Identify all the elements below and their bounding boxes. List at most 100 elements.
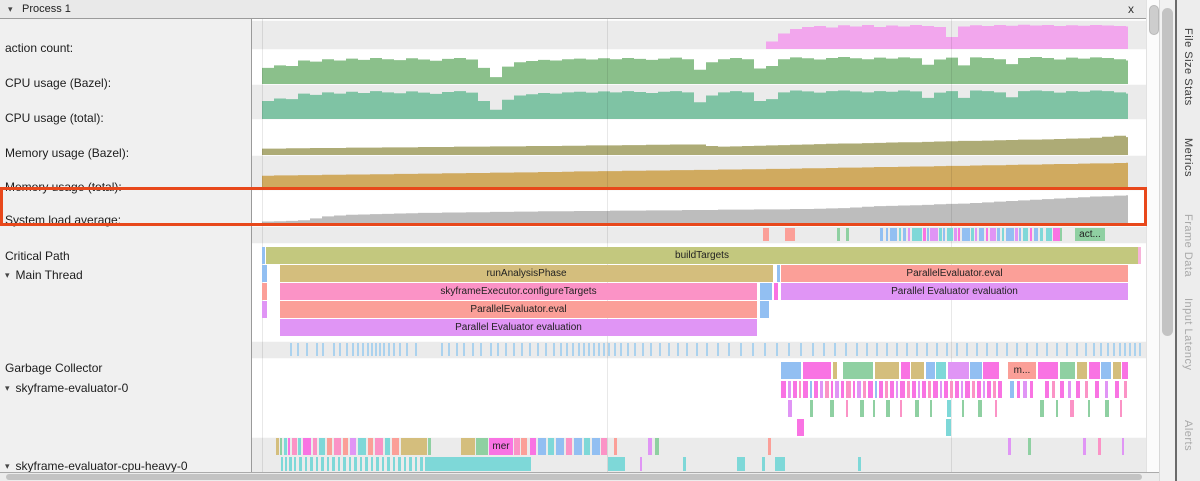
slice[interactable] <box>760 301 769 318</box>
slice[interactable] <box>873 400 875 417</box>
slice[interactable] <box>1060 362 1075 379</box>
slice[interactable] <box>799 381 801 398</box>
track-label-cpu-usage-bazel[interactable]: CPU usage (Bazel): <box>5 76 111 90</box>
slice[interactable] <box>375 438 383 455</box>
gc-event-tick[interactable] <box>472 343 474 356</box>
slice[interactable] <box>835 381 839 398</box>
slice[interactable] <box>901 362 910 379</box>
gc-event-tick[interactable] <box>357 343 359 356</box>
gc-event-tick[interactable] <box>627 343 629 356</box>
slice[interactable] <box>592 438 600 455</box>
slice[interactable] <box>875 362 899 379</box>
slice[interactable] <box>409 457 412 471</box>
close-icon[interactable]: x <box>1128 2 1134 16</box>
slice[interactable] <box>521 438 527 455</box>
slice[interactable] <box>774 283 778 300</box>
gc-event-tick[interactable] <box>1119 343 1121 356</box>
slice[interactable] <box>1040 228 1043 241</box>
slice[interactable] <box>825 381 829 398</box>
gc-event-tick[interactable] <box>1093 343 1095 356</box>
slice[interactable] <box>1015 228 1018 241</box>
slice[interactable] <box>788 381 791 398</box>
gc-event-tick[interactable] <box>371 343 373 356</box>
timeline-vertical-scrollbar[interactable] <box>1146 0 1159 472</box>
slice[interactable] <box>294 457 296 471</box>
gc-event-tick[interactable] <box>297 343 299 356</box>
gc-event-tick[interactable] <box>480 343 482 356</box>
slice[interactable] <box>810 381 812 398</box>
slice[interactable] <box>601 438 607 455</box>
gc-event-tick[interactable] <box>823 343 825 356</box>
gc-event-tick[interactable] <box>1085 343 1087 356</box>
collapse-triangle-icon[interactable]: ▾ <box>5 270 10 280</box>
slice[interactable] <box>797 419 804 436</box>
slice[interactable] <box>857 381 861 398</box>
slice[interactable] <box>566 438 572 455</box>
slice[interactable] <box>880 228 883 241</box>
slice[interactable] <box>820 381 823 398</box>
gc-event-tick[interactable] <box>406 343 408 356</box>
slice[interactable] <box>556 438 564 455</box>
track-label-skyframe-evaluator-cpu-heavy-0[interactable]: ▾ skyframe-evaluator-cpu-heavy-0 <box>5 459 188 473</box>
slice[interactable] <box>1028 438 1031 455</box>
slice[interactable] <box>343 457 346 471</box>
slice[interactable] <box>965 381 970 398</box>
slice[interactable] <box>262 265 267 282</box>
gc-event-tick[interactable] <box>764 343 766 356</box>
gc-event-tick[interactable] <box>456 343 458 356</box>
gc-event-tick[interactable] <box>620 343 622 356</box>
slice[interactable] <box>514 438 520 455</box>
gc-event-tick[interactable] <box>393 343 395 356</box>
slice[interactable] <box>530 438 536 455</box>
track-band-cpu-usage-bazel[interactable] <box>252 49 1146 84</box>
slice[interactable] <box>1038 362 1058 379</box>
slice[interactable] <box>1034 228 1038 241</box>
gc-event-tick[interactable] <box>1026 343 1028 356</box>
sidebar-tab-file-size-stats[interactable]: File Size Stats <box>1182 28 1194 106</box>
slice-m[interactable]: m... <box>1008 362 1036 379</box>
slice[interactable] <box>327 457 329 471</box>
slice[interactable] <box>262 301 267 318</box>
gc-event-tick[interactable] <box>728 343 730 356</box>
track-band-memory-usage-total[interactable] <box>252 155 1146 190</box>
track-label-memory-usage-bazel[interactable]: Memory usage (Bazel): <box>5 146 129 160</box>
slice[interactable] <box>548 438 554 455</box>
slice[interactable] <box>830 400 834 417</box>
slice[interactable] <box>387 457 390 471</box>
slice[interactable] <box>262 247 265 264</box>
slice[interactable] <box>950 381 953 398</box>
slice[interactable] <box>608 457 625 471</box>
slice-buildtargets[interactable]: buildTargets <box>266 247 1138 264</box>
gc-event-tick[interactable] <box>608 343 610 356</box>
gc-event-tick[interactable] <box>752 343 754 356</box>
slice[interactable] <box>281 457 283 471</box>
slice[interactable] <box>1030 381 1033 398</box>
slice[interactable] <box>1105 400 1109 417</box>
timeline-chart-area[interactable]: act... buildTargets runAnalysisPhase Parall… <box>252 0 1146 472</box>
track-label-garbage-collector[interactable]: Garbage Collector <box>5 361 102 375</box>
slice[interactable] <box>900 400 902 417</box>
slice[interactable] <box>912 228 922 241</box>
gc-event-tick[interactable] <box>399 343 401 356</box>
gc-event-tick[interactable] <box>578 343 580 356</box>
slice-parallelevaluator-eval[interactable]: ParallelEvaluator.eval <box>781 265 1128 282</box>
slice[interactable] <box>1052 381 1055 398</box>
slice[interactable] <box>911 362 924 379</box>
gc-event-tick[interactable] <box>696 343 698 356</box>
slice[interactable] <box>846 381 851 398</box>
slice[interactable] <box>425 457 531 471</box>
slice[interactable] <box>899 228 901 241</box>
slice[interactable] <box>972 381 975 398</box>
gc-event-tick[interactable] <box>886 343 888 356</box>
page-vscroll-thumb[interactable] <box>1162 8 1173 336</box>
gc-event-tick[interactable] <box>566 343 568 356</box>
track-label-cpu-usage-total[interactable]: CPU usage (total): <box>5 111 104 125</box>
track-band-memory-usage-bazel[interactable] <box>252 119 1146 155</box>
slice[interactable] <box>936 362 946 379</box>
slice[interactable] <box>737 457 745 471</box>
slice[interactable] <box>940 381 942 398</box>
slice[interactable] <box>262 283 267 300</box>
slice[interactable] <box>415 457 417 471</box>
gc-event-tick[interactable] <box>560 343 562 356</box>
slice[interactable] <box>305 457 307 471</box>
